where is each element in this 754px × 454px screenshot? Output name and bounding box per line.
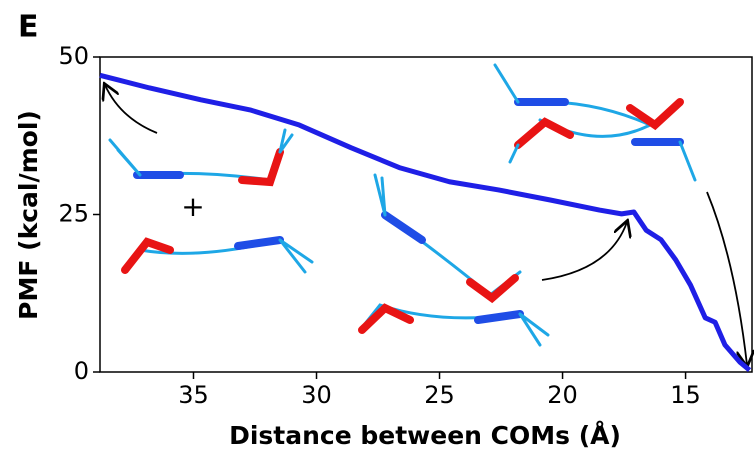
x-tick-label: 30 bbox=[301, 381, 332, 409]
y-tick-label: 0 bbox=[74, 357, 89, 385]
x-tick-label: 20 bbox=[547, 381, 578, 409]
pmf-line bbox=[99, 72, 752, 373]
y-tick-label: 50 bbox=[58, 42, 89, 70]
x-tick-label: 35 bbox=[178, 381, 209, 409]
x-tick-label: 15 bbox=[670, 381, 701, 409]
annotation-arrows bbox=[105, 85, 747, 365]
annotation: + bbox=[181, 190, 204, 223]
molecule-sketches bbox=[108, 63, 697, 347]
x-axis-label: Distance between COMs (Å) bbox=[229, 421, 621, 450]
y-axis-label: PMF (kcal/mol) bbox=[14, 110, 43, 320]
panel-label: E bbox=[18, 10, 39, 45]
y-tick-label: 25 bbox=[58, 200, 89, 228]
x-tick-label: 25 bbox=[424, 381, 455, 409]
